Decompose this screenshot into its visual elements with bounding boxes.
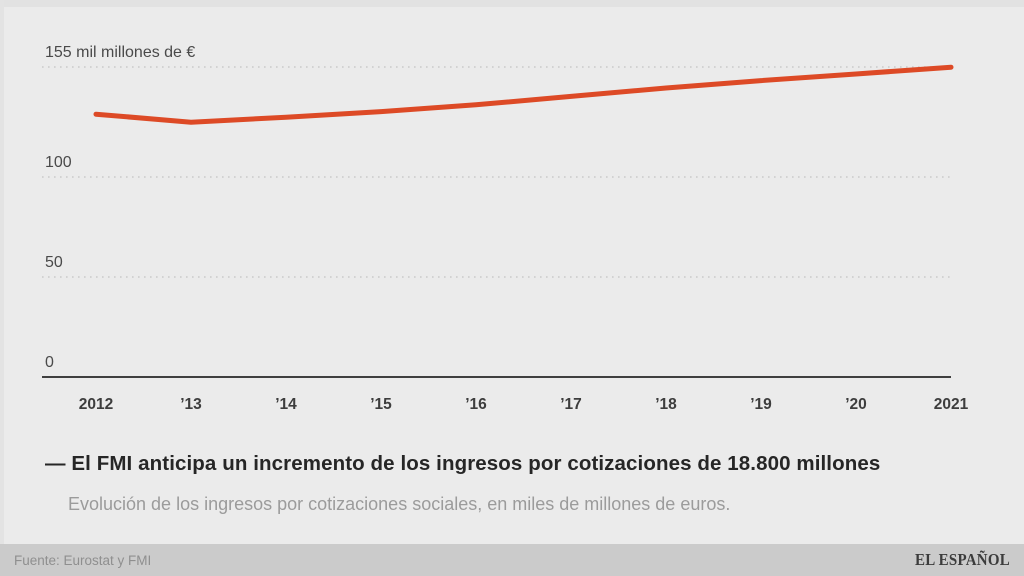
x-axis-label-18: ’18 bbox=[655, 396, 677, 413]
footer-bar: Fuente: Eurostat y FMI EL ESPAÑOL bbox=[0, 544, 1024, 576]
x-axis-label-19: ’19 bbox=[750, 396, 772, 413]
x-axis-label-14: ’14 bbox=[275, 396, 297, 413]
window-left-edge bbox=[0, 0, 4, 576]
y-axis-label-100: 100 bbox=[45, 154, 72, 171]
x-axis-label-17: ’17 bbox=[560, 396, 582, 413]
chart-title: — El FMI anticipa un incremento de los i… bbox=[45, 452, 881, 475]
chart-subtitle: Evolución de los ingresos por cotizacion… bbox=[68, 494, 731, 514]
x-axis-label-15: ’15 bbox=[370, 396, 392, 413]
y-axis-label-0: 0 bbox=[45, 354, 54, 371]
x-axis-label-2021: 2021 bbox=[933, 396, 969, 413]
brand-logo: EL ESPAÑOL bbox=[914, 550, 1010, 569]
x-axis-label-16: ’16 bbox=[465, 396, 487, 413]
window-top-edge bbox=[0, 0, 1024, 7]
y-axis-label-50: 50 bbox=[45, 254, 63, 271]
contributions-line-series bbox=[93, 64, 954, 125]
x-axis-label-13: ’13 bbox=[180, 396, 202, 413]
source-credit: Fuente: Eurostat y FMI bbox=[14, 552, 152, 568]
x-axis-label-2012: 2012 bbox=[78, 396, 114, 413]
line-chart bbox=[42, 64, 954, 378]
y-axis-label-155: 155 mil millones de € bbox=[45, 44, 196, 61]
x-axis-label-20: ’20 bbox=[845, 396, 867, 413]
